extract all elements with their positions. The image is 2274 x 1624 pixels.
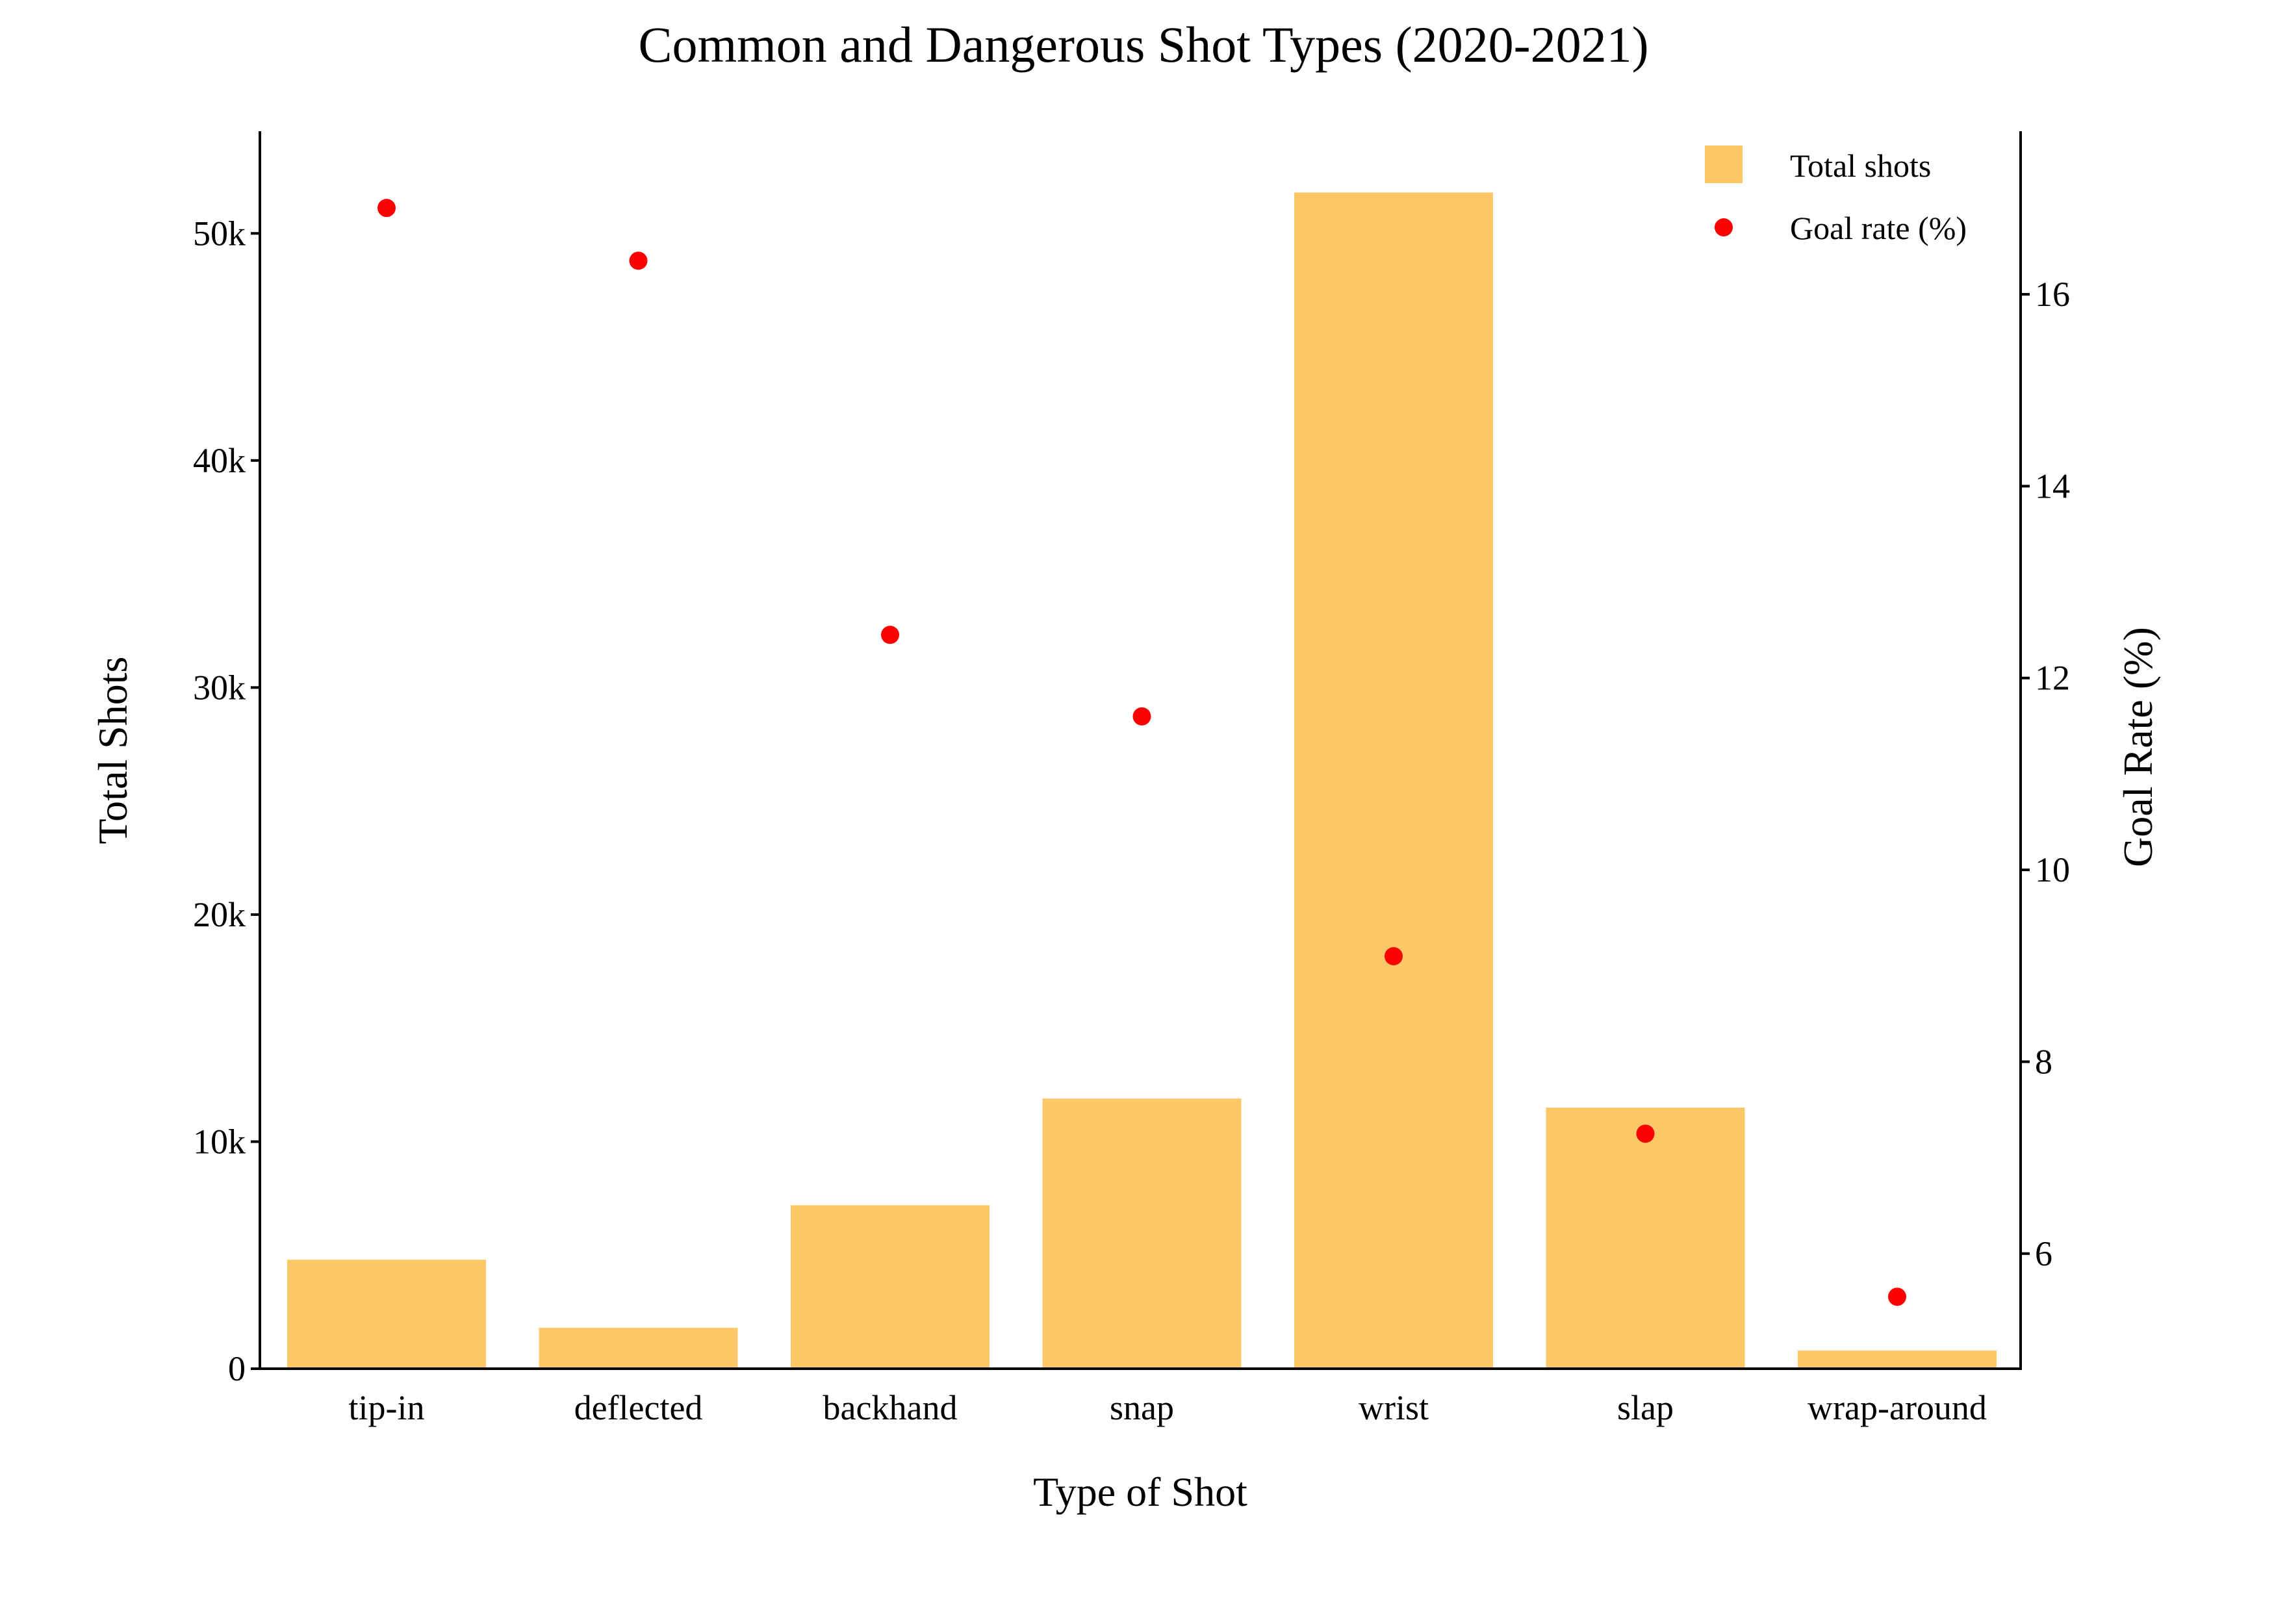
y-tick-label: 0 xyxy=(228,1349,246,1388)
bar-tip-in xyxy=(287,1260,486,1369)
point-slap xyxy=(1636,1124,1655,1143)
point-snap xyxy=(1132,707,1151,726)
points-layer xyxy=(377,199,1906,1306)
bar-backhand xyxy=(791,1205,990,1369)
y2-axis-title: Goal Rate (%) xyxy=(2115,627,2161,867)
y2-tick-label: 6 xyxy=(2035,1234,2052,1273)
bar-slap xyxy=(1546,1108,1745,1369)
bar-deflected xyxy=(539,1328,738,1369)
y-ticks-left: 0 10k 20k 30k 40k 50k xyxy=(193,214,260,1388)
bar-snap xyxy=(1042,1098,1242,1369)
y-tick-label: 30k xyxy=(193,668,246,707)
x-tick-label-wrap-around: wrap-around xyxy=(1808,1388,1987,1427)
point-deflected xyxy=(629,251,648,270)
x-tick-label-slap: slap xyxy=(1617,1388,1674,1427)
point-wrap-around xyxy=(1888,1288,1906,1306)
bar-wrist xyxy=(1294,192,1493,1369)
bars-layer xyxy=(287,192,1997,1369)
point-tip-in xyxy=(377,199,396,218)
legend-bar-swatch xyxy=(1705,146,1743,183)
legend-dot-swatch xyxy=(1715,218,1733,236)
bar-wrap-around xyxy=(1798,1351,1997,1369)
x-tick-label-snap: snap xyxy=(1110,1388,1174,1427)
y-tick-label: 20k xyxy=(193,895,246,934)
x-axis-title: Type of Shot xyxy=(1033,1469,1247,1515)
x-tick-label-backhand: backhand xyxy=(823,1388,958,1427)
y-ticks-right: 6 8 10 12 14 16 xyxy=(2021,275,2070,1273)
y-tick-label: 10k xyxy=(193,1122,246,1161)
x-tick-label-wrist: wrist xyxy=(1359,1388,1429,1427)
legend: Total shots Goal rate (%) xyxy=(1705,146,1967,246)
y2-tick-label: 10 xyxy=(2035,850,2070,889)
legend-label-total-shots: Total shots xyxy=(1790,147,1931,184)
y2-tick-label: 8 xyxy=(2035,1042,2052,1081)
x-ticks: tip-in deflected backhand snap wrist slap wrap… xyxy=(349,1388,1987,1427)
y-axis-title: Total Shots xyxy=(90,657,136,844)
x-tick-label-tip-in: tip-in xyxy=(349,1388,425,1427)
y2-tick-label: 14 xyxy=(2035,466,2070,505)
legend-label-goal-rate: Goal rate (%) xyxy=(1790,210,1967,246)
y2-tick-label: 12 xyxy=(2035,659,2070,698)
chart-title: Common and Dangerous Shot Types (2020-20… xyxy=(638,16,1648,73)
y-tick-label: 40k xyxy=(193,441,246,480)
point-backhand xyxy=(881,626,899,644)
y2-tick-label: 16 xyxy=(2035,275,2070,314)
point-wrist xyxy=(1385,947,1403,965)
y-tick-label: 50k xyxy=(193,214,246,253)
x-tick-label-deflected: deflected xyxy=(574,1388,703,1427)
